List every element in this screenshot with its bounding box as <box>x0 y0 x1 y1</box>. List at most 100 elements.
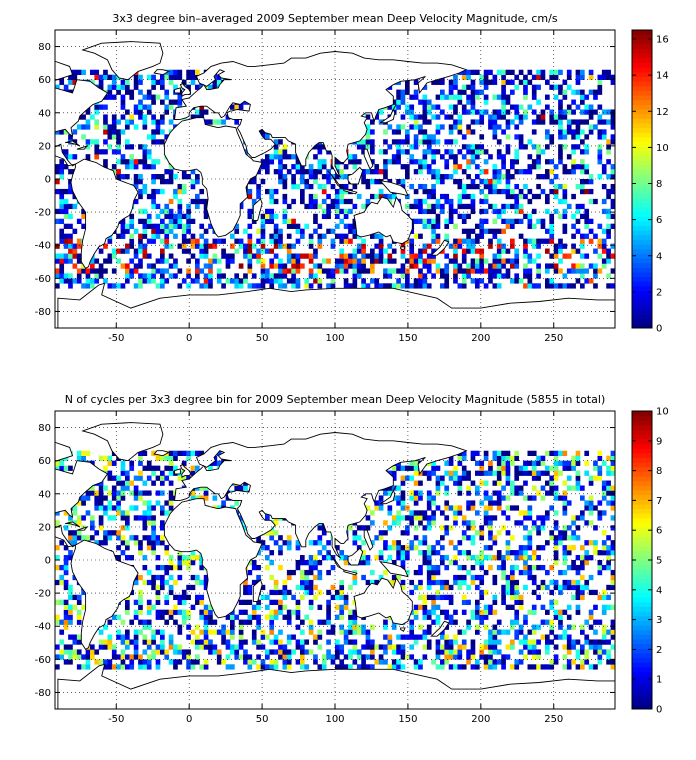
bin-cell <box>400 490 406 496</box>
bin-cell <box>326 639 331 645</box>
bin-cell <box>475 283 480 289</box>
bin-cell <box>225 654 231 660</box>
bin-cell <box>190 629 196 635</box>
bin-cell <box>352 659 358 665</box>
bin-cell <box>531 84 537 90</box>
bin-cell <box>514 490 520 496</box>
bin-cell <box>221 629 226 635</box>
bin-cell <box>164 134 170 140</box>
bin-cell <box>601 238 607 244</box>
bin-cell <box>278 258 283 264</box>
bin-cell <box>291 268 296 274</box>
bin-cell <box>457 654 463 660</box>
bin-cell <box>510 238 515 244</box>
bin-cell <box>256 238 261 244</box>
bin-cell <box>527 574 533 581</box>
bin-cell <box>63 233 69 239</box>
bin-cell <box>85 119 91 125</box>
bin-cell <box>501 159 506 165</box>
bin-cell <box>466 164 471 170</box>
bin-cell <box>518 193 524 200</box>
bin-cell <box>606 654 611 660</box>
bin-cell <box>142 218 148 224</box>
bin-cell <box>558 159 563 165</box>
bin-cell <box>549 179 555 185</box>
bin-cell <box>610 268 615 274</box>
bin-cell <box>518 114 524 120</box>
bin-cell <box>186 659 191 665</box>
bin-cell <box>593 550 598 556</box>
bin-cell <box>216 119 222 125</box>
bin-cell <box>278 550 283 556</box>
bin-cell <box>514 109 520 115</box>
bin-cell <box>260 664 266 670</box>
bin-cell <box>505 248 511 254</box>
bin-cell <box>374 169 380 175</box>
bin-cell <box>405 193 410 200</box>
bin-cell <box>107 639 113 645</box>
bin-cell <box>580 89 585 95</box>
bin-cell <box>313 574 318 581</box>
bin-cell <box>483 169 489 175</box>
bin-cell <box>610 604 615 610</box>
bin-cell <box>496 188 502 195</box>
bin-cell <box>575 74 581 80</box>
bin-cell <box>151 654 156 660</box>
bin-cell <box>510 564 515 571</box>
bin-cell <box>278 564 283 571</box>
bin-cell <box>470 69 476 75</box>
bin-cell <box>361 629 366 635</box>
bin-cell <box>396 545 401 551</box>
bin-cell <box>606 639 611 645</box>
bin-cell <box>286 649 292 655</box>
bin-cell <box>545 79 550 85</box>
bin-cell <box>370 233 375 239</box>
bin-cell <box>63 238 69 244</box>
bin-cell <box>90 525 95 531</box>
bin-cell <box>558 99 563 105</box>
bin-cell <box>606 74 611 80</box>
bin-cell <box>453 560 458 566</box>
bin-cell <box>597 89 603 95</box>
bin-cell <box>496 659 502 665</box>
bin-cell <box>133 515 139 521</box>
bin-cell <box>133 629 139 635</box>
bin-cell <box>72 505 78 511</box>
bin-cell <box>186 218 191 224</box>
bin-cell <box>597 104 603 110</box>
bin-cell <box>448 619 454 625</box>
bin-cell <box>352 579 358 586</box>
bin-cell <box>103 149 108 155</box>
bin-cell <box>435 104 441 110</box>
bin-cell <box>286 540 292 546</box>
bin-cell <box>457 243 463 249</box>
bin-cell <box>426 203 432 210</box>
bin-cell <box>400 268 406 274</box>
bin-cell <box>553 188 559 195</box>
bin-cell <box>195 114 200 120</box>
bin-cell <box>435 639 441 645</box>
bin-cell <box>475 664 480 670</box>
bin-cell <box>361 560 366 566</box>
bin-cell <box>553 248 559 254</box>
bin-cell <box>558 530 563 536</box>
bin-cell <box>426 594 432 601</box>
bin-cell <box>479 574 485 581</box>
bin-cell <box>339 193 345 200</box>
bin-cell <box>405 569 410 576</box>
bin-cell <box>361 664 366 670</box>
bin-cell <box>405 164 410 170</box>
bin-cell <box>479 253 485 259</box>
bin-cell <box>260 263 266 269</box>
bin-cell <box>90 485 95 491</box>
bin-cell <box>400 634 406 640</box>
bin-cell <box>540 564 546 571</box>
bin-cell <box>540 238 546 244</box>
bin-cell <box>168 560 174 566</box>
bin-cell <box>317 183 323 190</box>
bin-cell <box>177 74 183 80</box>
bin-cell <box>405 258 410 264</box>
bin-cell <box>133 579 139 586</box>
bin-cell <box>269 213 275 220</box>
bin-cell <box>523 238 528 244</box>
